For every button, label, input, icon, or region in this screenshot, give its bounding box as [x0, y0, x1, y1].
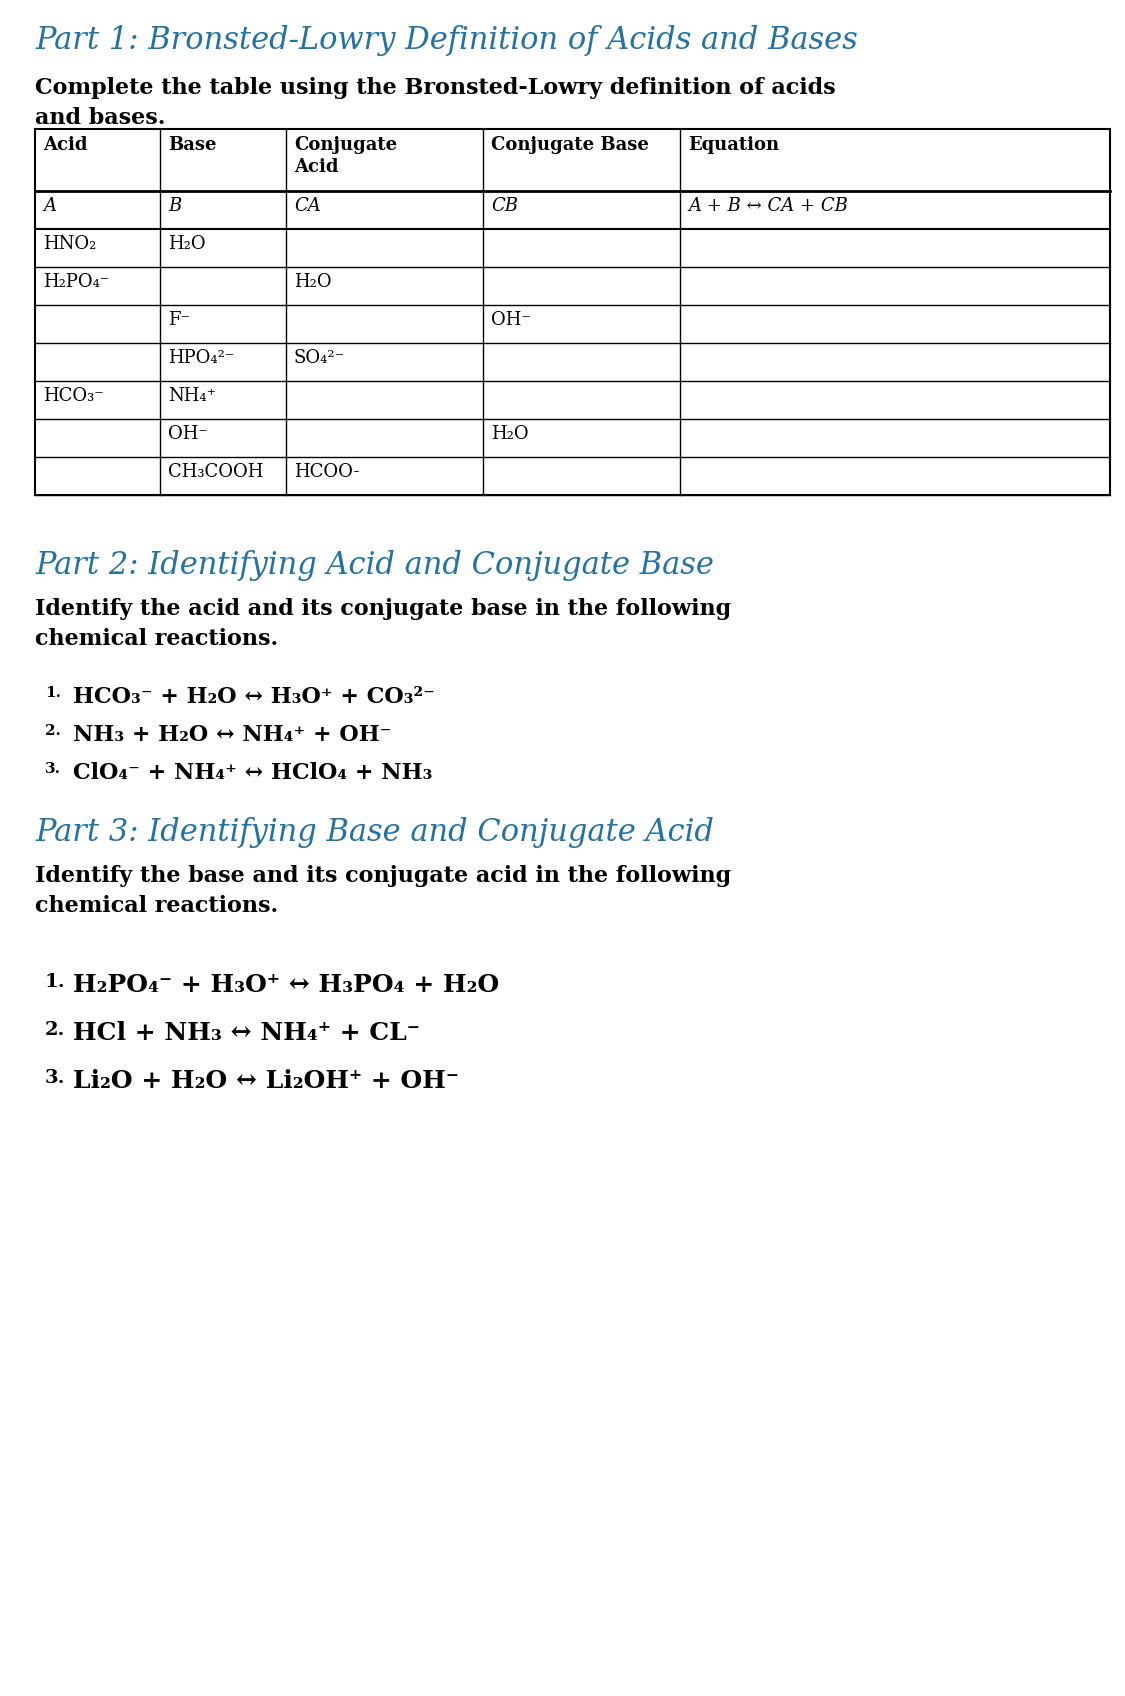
Text: 3.: 3. — [45, 1068, 65, 1087]
Text: CA: CA — [294, 197, 321, 215]
Text: OH⁻: OH⁻ — [169, 426, 208, 443]
Text: HCl + NH₃ ↔ NH₄⁺ + CL⁻: HCl + NH₃ ↔ NH₄⁺ + CL⁻ — [73, 1021, 420, 1045]
Text: Identify the base and its conjugate acid in the following: Identify the base and its conjugate acid… — [35, 865, 731, 887]
Text: H₂PO₄⁻: H₂PO₄⁻ — [43, 273, 109, 292]
Text: H₂O: H₂O — [490, 426, 529, 443]
Text: OH⁻: OH⁻ — [490, 310, 531, 329]
Text: Conjugate Base: Conjugate Base — [490, 136, 649, 154]
Text: A + B ↔ CA + CB: A + B ↔ CA + CB — [688, 197, 848, 215]
Text: Part 3: Identifying Base and Conjugate Acid: Part 3: Identifying Base and Conjugate A… — [35, 817, 714, 848]
Text: F⁻: F⁻ — [169, 310, 190, 329]
Text: HNO₂: HNO₂ — [43, 236, 97, 253]
Text: HCO₃⁻ + H₂O ↔ H₃O⁺ + CO₃²⁻: HCO₃⁻ + H₂O ↔ H₃O⁺ + CO₃²⁻ — [73, 685, 435, 707]
Text: H₂PO₄⁻ + H₃O⁺ ↔ H₃PO₄ + H₂O: H₂PO₄⁻ + H₃O⁺ ↔ H₃PO₄ + H₂O — [73, 974, 500, 997]
Text: ClO₄⁻ + NH₄⁺ ↔ HClO₄ + NH₃: ClO₄⁻ + NH₄⁺ ↔ HClO₄ + NH₃ — [73, 762, 432, 784]
Text: Acid: Acid — [43, 136, 88, 154]
Text: Base: Base — [169, 136, 217, 154]
Text: NH₄⁺: NH₄⁺ — [169, 387, 216, 405]
Text: H₂O: H₂O — [294, 273, 332, 292]
Text: HCOO-: HCOO- — [294, 463, 359, 482]
Text: 1.: 1. — [45, 974, 65, 990]
Text: HPO₄²⁻: HPO₄²⁻ — [169, 349, 235, 366]
Text: 1.: 1. — [45, 685, 61, 700]
Text: Part 1: Bronsted-Lowry Definition of Acids and Bases: Part 1: Bronsted-Lowry Definition of Aci… — [35, 25, 857, 56]
Text: chemical reactions.: chemical reactions. — [35, 895, 278, 918]
Text: Equation: Equation — [688, 136, 780, 154]
Text: 2.: 2. — [45, 1021, 65, 1040]
Text: HCO₃⁻: HCO₃⁻ — [43, 387, 104, 405]
Text: CH₃COOH: CH₃COOH — [169, 463, 263, 482]
Text: and bases.: and bases. — [35, 107, 165, 129]
Text: Identify the acid and its conjugate base in the following: Identify the acid and its conjugate base… — [35, 599, 731, 621]
Text: B: B — [169, 197, 181, 215]
Text: NH₃ + H₂O ↔ NH₄⁺ + OH⁻: NH₃ + H₂O ↔ NH₄⁺ + OH⁻ — [73, 724, 391, 746]
Text: Complete the table using the Bronsted-Lowry definition of acids: Complete the table using the Bronsted-Lo… — [35, 76, 836, 98]
Text: 2.: 2. — [45, 724, 61, 738]
Bar — [35, 129, 1110, 495]
Text: A: A — [43, 197, 56, 215]
Text: 3.: 3. — [45, 762, 61, 777]
Text: Part 2: Identifying Acid and Conjugate Base: Part 2: Identifying Acid and Conjugate B… — [35, 550, 714, 582]
Text: chemical reactions.: chemical reactions. — [35, 628, 278, 650]
Text: Conjugate
Acid: Conjugate Acid — [294, 136, 397, 176]
Text: H₂O: H₂O — [169, 236, 206, 253]
Text: Li₂O + H₂O ↔ Li₂OH⁺ + OH⁻: Li₂O + H₂O ↔ Li₂OH⁺ + OH⁻ — [73, 1068, 459, 1092]
Text: SO₄²⁻: SO₄²⁻ — [294, 349, 345, 366]
Text: CB: CB — [490, 197, 518, 215]
